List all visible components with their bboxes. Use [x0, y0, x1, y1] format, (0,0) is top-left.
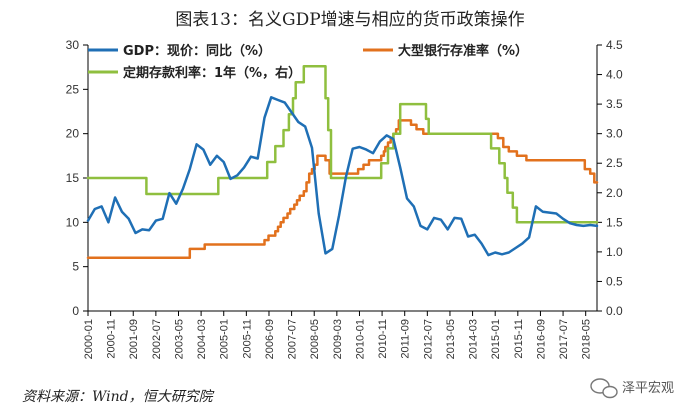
right-tick-label: 1.0	[606, 245, 623, 259]
x-tick-label: 2013-05	[445, 319, 457, 359]
left-tick-label: 20	[66, 127, 80, 141]
right-tick-label: 2.0	[606, 186, 623, 200]
watermark-text: 泽平宏观	[622, 381, 674, 396]
x-tick-label: 2002-07	[151, 319, 163, 359]
x-tick-label: 2004-03	[196, 319, 208, 359]
series-line-gdp	[86, 96, 599, 257]
x-tick-label: 2015-11	[513, 319, 525, 359]
left-tick-label: 15	[66, 171, 80, 185]
right-tick-label: 0.0	[606, 304, 623, 318]
left-tick-label: 0	[72, 304, 79, 318]
legend-item-deposit-rate: 定期存款利率：1年（%，右）	[88, 65, 301, 81]
x-tick-label: 2015-01	[490, 319, 502, 359]
wechat-icon	[590, 378, 618, 399]
left-tick-label: 25	[66, 82, 80, 96]
right-tick-label: 3.0	[606, 127, 623, 141]
plot-area: 0 5 10 15 20 25 30 0.0 0.5 1.0 1.5 2.0 2.5 3.0 3.5 4.0…	[66, 38, 623, 359]
watermark: 泽平宏观	[590, 378, 674, 399]
x-tick-label: 2012-07	[422, 319, 434, 359]
legend-label-gdp: GDP：现价：同比（%）	[123, 43, 271, 59]
legend-item-gdp: GDP：现价：同比（%）	[88, 43, 271, 59]
legend-label-deposit-rate: 定期存款利率：1年（%，右）	[122, 65, 301, 81]
left-tick-label: 10	[66, 215, 80, 229]
x-tick-label: 2017-07	[558, 319, 570, 359]
x-tick-label: 2014-03	[468, 319, 480, 359]
series-layer	[86, 65, 599, 260]
x-tick-label: 2018-05	[581, 319, 593, 359]
x-tick-label: 2005-11	[241, 319, 253, 359]
x-tick-label: 2008-05	[309, 319, 321, 359]
right-tick-label: 0.5	[606, 274, 623, 288]
x-axis-ticks: 2000-01 2000-11 2001-09 2002-07 2003-05 2004-…	[83, 311, 593, 359]
x-tick-label: 2001-09	[128, 319, 140, 359]
x-tick-label: 2000-11	[106, 319, 118, 359]
x-tick-label: 2011-09	[400, 319, 412, 359]
x-tick-label: 2010-11	[377, 319, 389, 359]
right-axis-ticks: 0.0 0.5 1.0 1.5 2.0 2.5 3.0 3.5 4.0 4.5	[597, 38, 623, 318]
x-tick-label: 2016-09	[535, 319, 547, 359]
left-axis-ticks: 0 5 10 15 20 25 30	[66, 38, 88, 318]
right-tick-label: 3.5	[606, 97, 623, 111]
right-tick-label: 4.0	[606, 68, 623, 82]
source-note: 资料来源：Wind，恒大研究院	[22, 389, 215, 405]
x-tick-label: 2005-01	[219, 319, 231, 359]
x-tick-label: 2000-01	[83, 319, 95, 359]
x-tick-label: 2003-05	[173, 319, 185, 359]
right-tick-label: 2.5	[606, 156, 623, 170]
legend: GDP：现价：同比（%） 大型银行存准率（%） 定期存款利率：1年（%，右）	[88, 43, 528, 81]
left-tick-label: 30	[66, 38, 80, 52]
right-tick-label: 4.5	[606, 38, 623, 52]
legend-label-loan-rate: 大型银行存准率（%）	[398, 43, 528, 59]
x-tick-label: 2006-09	[264, 319, 276, 359]
series-line-deposit-rate	[86, 65, 599, 224]
legend-item-loan-rate: 大型银行存准率（%）	[363, 43, 528, 59]
series-line-loan-rate	[86, 119, 599, 260]
x-tick-label: 2009-03	[332, 319, 344, 359]
left-tick-label: 5	[72, 260, 79, 274]
chart-title: 图表13：名义GDP增速与相应的货币政策操作	[175, 10, 524, 30]
x-tick-label: 2010-01	[354, 319, 366, 359]
right-tick-label: 1.5	[606, 215, 623, 229]
x-tick-label: 2007-07	[287, 319, 299, 359]
